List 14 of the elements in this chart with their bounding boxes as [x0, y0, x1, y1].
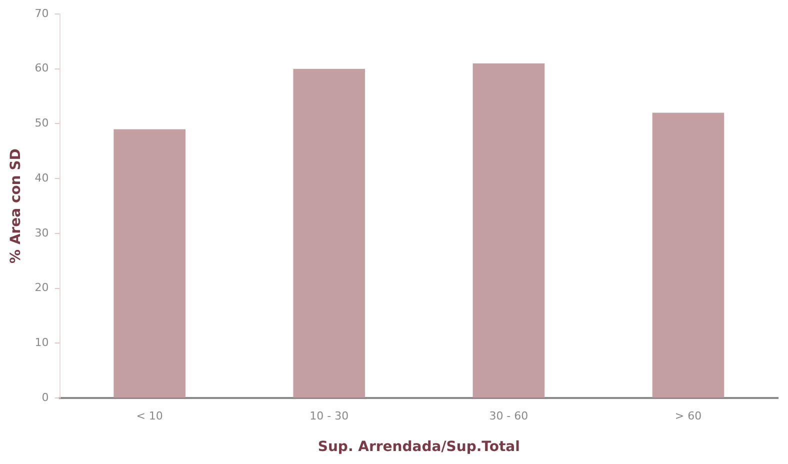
x-tick-label: < 10 — [136, 409, 163, 422]
x-axis-title: Sup. Arrendada/Sup.Total — [318, 439, 520, 456]
y-tick-label: 30 — [34, 226, 49, 240]
y-tick-label: 20 — [34, 281, 49, 294]
y-tick-label: 60 — [34, 62, 49, 75]
y-tick-label: 0 — [42, 390, 49, 404]
y-tick-label: 50 — [34, 116, 49, 130]
x-tick-label: 30 - 60 — [489, 409, 528, 422]
y-tick-label: 70 — [34, 6, 49, 20]
y-axis-title: % Area con SD — [8, 148, 24, 264]
y-tick-label: 10 — [34, 336, 49, 349]
x-tick-label: > 60 — [674, 409, 702, 422]
x-tick-label: 10 - 30 — [310, 409, 349, 422]
y-tick-label: 40 — [34, 171, 49, 184]
